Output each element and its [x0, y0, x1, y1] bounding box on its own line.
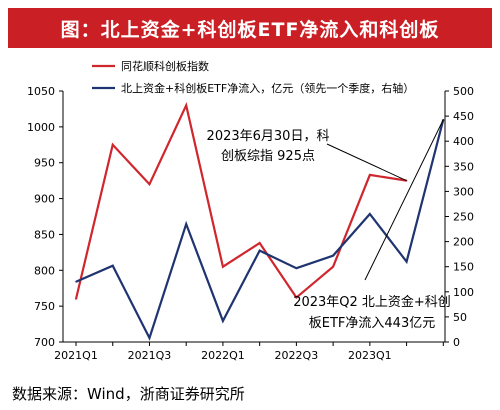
series-1-point [222, 265, 224, 268]
annotation-2-leader [364, 119, 444, 281]
right-tick-label: 50 [453, 311, 467, 324]
series-1-point [148, 183, 151, 186]
right-tick-label: 450 [453, 110, 474, 123]
series-2-point [185, 223, 187, 225]
series-2-point [148, 337, 151, 339]
x-tick-label: 2021Q3 [128, 349, 172, 362]
right-tick-label: 400 [453, 135, 474, 148]
legend-label-1: 同花顺科创板指数 [121, 59, 209, 73]
series-2-point [405, 260, 408, 263]
left-tick-label: 700 [34, 336, 55, 349]
left-tick-label: 800 [34, 264, 55, 277]
series-line-1 [74, 101, 407, 300]
series-1-point [295, 296, 298, 299]
x-tick-label: 2022Q1 [201, 349, 245, 362]
chart-title: 图：北上资金+科创板ETF净流入和科创板 [8, 8, 492, 48]
series-2-point [369, 213, 371, 215]
series-1-point [369, 174, 371, 176]
left-tick-label: 950 [34, 157, 55, 170]
left-tick-label: 1050 [27, 85, 55, 98]
right-tick-label: 0 [453, 336, 460, 349]
x-tick-label: 2021Q1 [54, 349, 98, 362]
right-tick-label: 250 [453, 211, 474, 224]
chart: 700 750 800 850 900 950 1000 1050 0 50 100 150 200 25… [27, 59, 474, 362]
right-tick-label: 100 [453, 286, 474, 299]
series-2-point [258, 249, 261, 252]
series-2-point [332, 254, 334, 257]
series-1-point [111, 143, 114, 146]
right-tick-label: 300 [453, 185, 474, 198]
series-1-point [258, 242, 261, 244]
left-tick-label: 850 [34, 228, 55, 241]
annotation-2-text: 板ETF净流入443亿元 [309, 316, 435, 331]
series-2-point [295, 267, 298, 270]
right-tick-label: 500 [453, 85, 474, 98]
left-tick-label: 1000 [27, 121, 55, 134]
right-tick-label: 150 [453, 261, 474, 274]
annotation-2-text: 2023年Q2 北上资金+科创 [293, 294, 451, 310]
left-tick-label: 750 [34, 300, 55, 313]
right-tick-label: 350 [453, 160, 474, 173]
x-tick-label: 2023Q1 [348, 349, 392, 362]
series-2-point [222, 320, 224, 322]
annotation-1-text: 2023年6月30日，科 [207, 129, 330, 144]
legend-label-2: 北上资金+科创板ETF净流入，亿元（领先一个季度，右轴） [121, 81, 414, 95]
x-tick-label: 2022Q3 [275, 349, 319, 362]
series-1-point [75, 298, 77, 300]
series-1-point [332, 265, 334, 268]
annotation-1-leader [326, 143, 407, 182]
annotation-1-text: 创板综指 925点 [221, 149, 315, 164]
series-2-point [111, 264, 114, 267]
series-1-point [185, 104, 187, 107]
series-2-point [75, 280, 77, 283]
right-tick-label: 200 [453, 236, 474, 249]
data-source: 数据来源：Wind，浙商证券研究所 [12, 385, 245, 403]
left-tick-label: 900 [34, 193, 55, 206]
